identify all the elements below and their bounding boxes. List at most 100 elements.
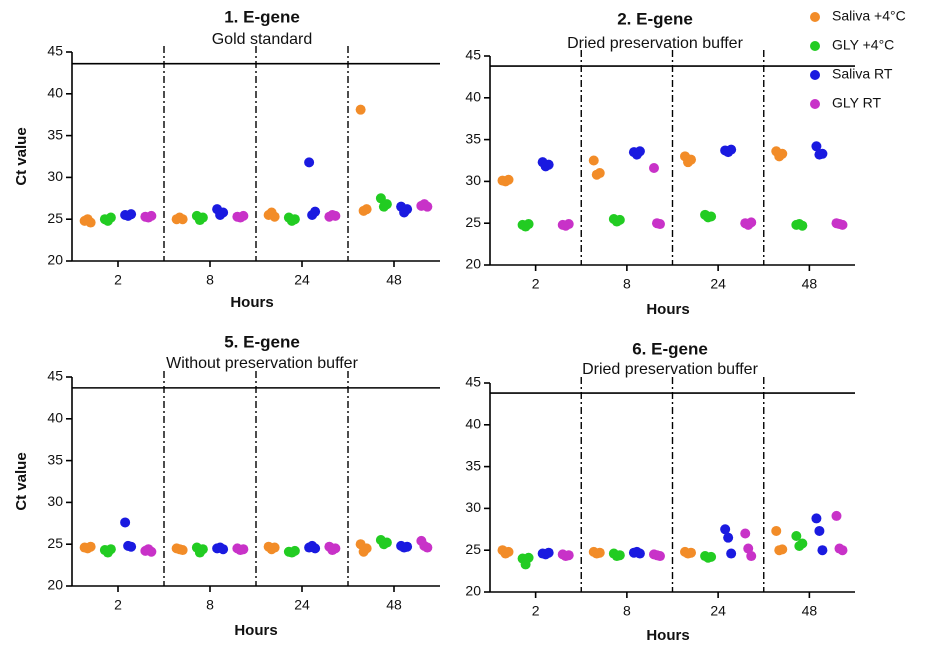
data-point <box>126 209 137 220</box>
x-tick-label: 8 <box>623 276 631 292</box>
data-point <box>105 544 116 555</box>
x-axis-label: Hours <box>230 294 273 311</box>
data-point <box>361 204 372 215</box>
data-point <box>831 510 842 521</box>
x-tick-label: 8 <box>206 597 214 613</box>
data-point <box>85 217 96 228</box>
x-tick-label: 2 <box>532 276 540 292</box>
y-tick-label: 20 <box>47 252 63 268</box>
data-point <box>126 541 137 552</box>
data-point <box>814 525 825 536</box>
y-tick-label: 30 <box>465 172 481 188</box>
y-tick-label: 40 <box>47 85 63 101</box>
x-tick-label: 2 <box>114 597 122 613</box>
y-tick-label: 30 <box>465 499 481 515</box>
data-point <box>330 543 341 554</box>
data-point <box>686 547 697 558</box>
data-point <box>563 550 574 561</box>
data-point <box>105 212 116 223</box>
legend-marker <box>810 70 820 80</box>
data-point <box>706 211 717 222</box>
y-tick-label: 20 <box>465 583 481 599</box>
data-point <box>686 154 697 165</box>
x-axis-label: Hours <box>646 627 689 644</box>
chart-title: 6. E-gene <box>632 339 708 358</box>
data-point <box>543 547 554 558</box>
x-tick-label: 24 <box>294 597 310 613</box>
data-point <box>563 219 574 230</box>
data-point <box>594 168 605 179</box>
data-point <box>634 146 645 157</box>
x-axis-label: Hours <box>234 622 277 639</box>
data-point <box>588 155 599 166</box>
data-point <box>218 207 229 218</box>
x-tick-label: 24 <box>710 603 726 619</box>
data-point <box>361 543 372 554</box>
data-point <box>310 543 321 554</box>
data-point <box>85 541 96 552</box>
data-point <box>791 530 802 541</box>
data-point <box>543 159 554 170</box>
x-tick-label: 24 <box>294 272 310 288</box>
data-point <box>177 545 188 556</box>
data-point <box>355 104 366 115</box>
y-tick-label: 45 <box>465 374 481 390</box>
y-tick-label: 45 <box>47 368 63 384</box>
legend-label: GLY +4°C <box>832 37 894 53</box>
x-tick-label: 24 <box>710 276 726 292</box>
x-tick-label: 2 <box>114 272 122 288</box>
data-point <box>614 550 625 561</box>
chart-subtitle: Gold standard <box>212 31 313 48</box>
data-point <box>634 548 645 559</box>
data-point <box>289 545 300 556</box>
data-point <box>614 214 625 225</box>
data-point <box>120 517 131 528</box>
legend-marker <box>810 99 820 109</box>
data-point <box>381 537 392 548</box>
legend-label: GLY RT <box>832 95 881 111</box>
y-tick-label: 20 <box>47 577 63 593</box>
data-point <box>422 201 433 212</box>
data-point <box>797 538 808 549</box>
data-point <box>726 548 737 559</box>
legend-label: Saliva RT <box>832 66 893 82</box>
x-tick-label: 8 <box>206 272 214 288</box>
y-tick-label: 35 <box>465 457 481 473</box>
data-point <box>743 543 754 554</box>
data-point <box>238 544 249 555</box>
data-point <box>269 542 280 553</box>
data-point <box>648 163 659 174</box>
data-point <box>726 144 737 155</box>
y-tick-label: 25 <box>465 541 481 557</box>
data-point <box>197 212 208 223</box>
data-point <box>218 544 229 555</box>
data-point <box>817 148 828 159</box>
y-tick-label: 40 <box>47 410 63 426</box>
data-point <box>746 217 757 228</box>
data-point <box>146 210 157 221</box>
y-tick-label: 40 <box>465 89 481 105</box>
data-point <box>402 204 413 215</box>
data-point <box>503 546 514 557</box>
data-point <box>740 528 751 539</box>
data-point <box>422 542 433 553</box>
y-tick-label: 25 <box>47 210 63 226</box>
y-tick-label: 20 <box>465 256 481 272</box>
legend-marker <box>810 41 820 51</box>
data-point <box>402 541 413 552</box>
data-point <box>330 210 341 221</box>
y-tick-label: 35 <box>465 130 481 146</box>
data-point <box>811 141 822 152</box>
data-point <box>797 220 808 231</box>
data-point <box>304 157 315 168</box>
data-point <box>720 524 731 535</box>
data-point <box>197 544 208 555</box>
y-tick-label: 40 <box>465 416 481 432</box>
data-point <box>771 525 782 536</box>
x-tick-label: 8 <box>623 603 631 619</box>
chart-title: 1. E-gene <box>224 7 300 26</box>
chart-title: 5. E-gene <box>224 332 300 351</box>
data-point <box>503 174 514 185</box>
data-point <box>523 552 534 563</box>
y-axis-label: Ct value <box>13 127 30 185</box>
